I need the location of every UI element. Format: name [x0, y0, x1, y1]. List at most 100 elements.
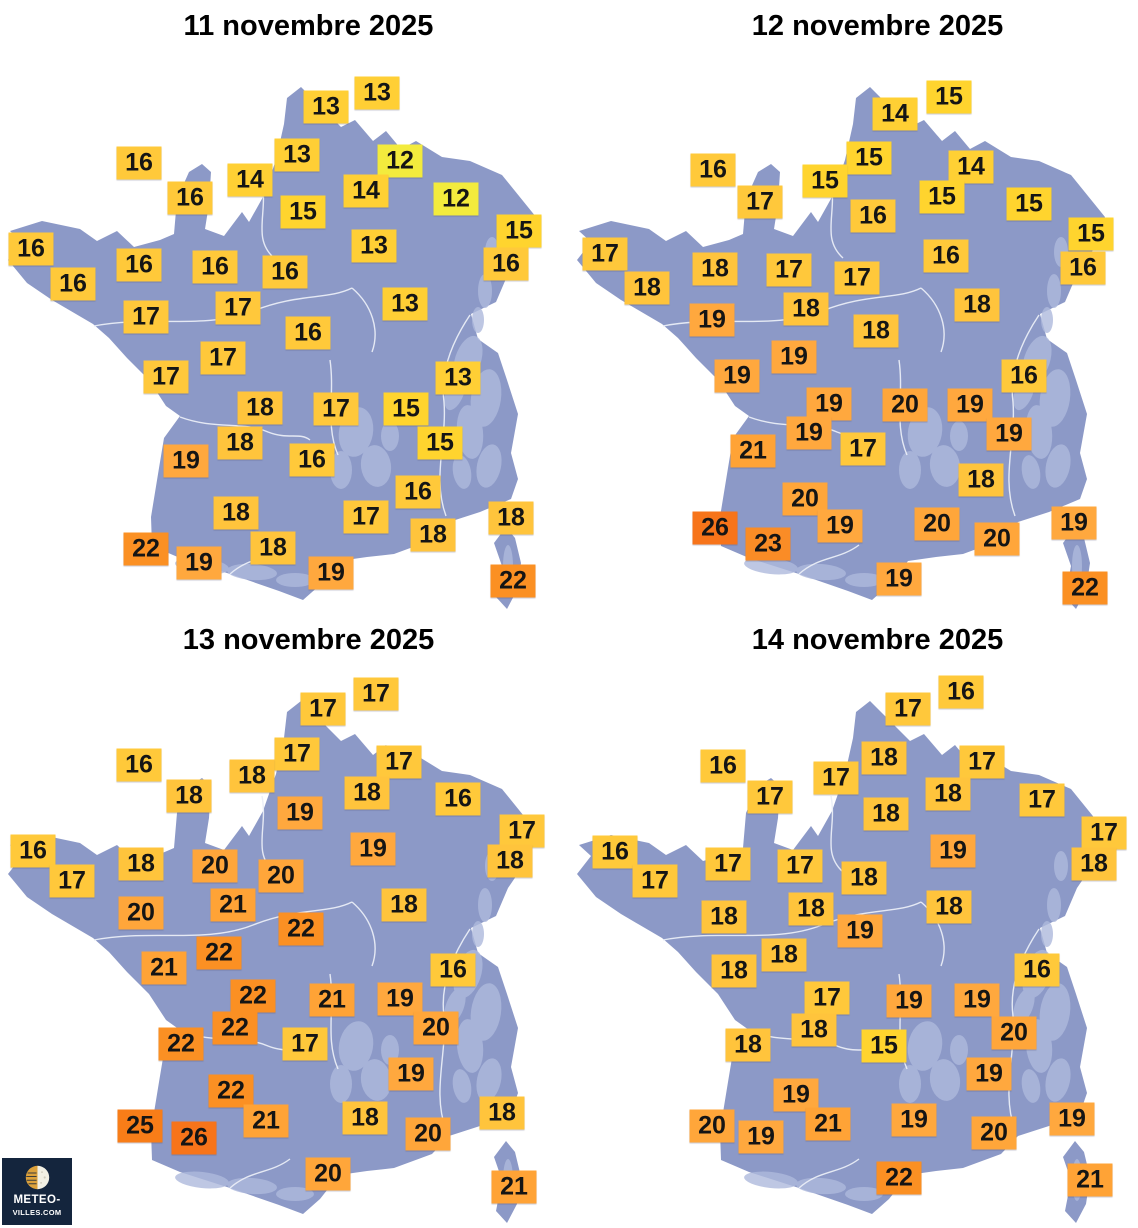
- temp-label: 16: [192, 250, 238, 284]
- temp-label: 17: [813, 761, 859, 795]
- temp-label: 18: [925, 777, 971, 811]
- temp-label: 18: [958, 463, 1004, 497]
- temp-label: 18: [853, 314, 899, 348]
- temp-label: 26: [692, 511, 738, 545]
- map-title: 11 novembre 2025: [183, 10, 434, 42]
- temp-label: 17: [499, 814, 545, 848]
- temp-label: 15: [861, 1029, 907, 1063]
- temp-label: 19: [350, 832, 396, 866]
- temp-label: 15: [417, 426, 463, 460]
- map-title: 14 novembre 2025: [751, 624, 1004, 656]
- temp-label: 17: [49, 864, 95, 898]
- temp-label: 18: [410, 518, 456, 552]
- temp-label: 22: [212, 1011, 258, 1045]
- temp-label: 17: [300, 692, 346, 726]
- logo-text-line1: METEO-: [13, 1194, 61, 1206]
- temp-label: 16: [483, 247, 529, 281]
- temp-label: 19: [947, 388, 993, 422]
- temp-label: 18: [213, 496, 259, 530]
- temp-label: 15: [280, 195, 326, 229]
- temp-label: 18: [701, 900, 747, 934]
- temp-label: 22: [196, 936, 242, 970]
- temp-label: 23: [745, 527, 791, 561]
- temp-label: 19: [817, 509, 863, 543]
- temp-label: 20: [914, 507, 960, 541]
- temp-label: 17: [123, 300, 169, 334]
- temp-label: 17: [804, 981, 850, 1015]
- temp-label: 17: [705, 847, 751, 881]
- temp-label: 14: [227, 163, 273, 197]
- temp-label: 18: [841, 861, 887, 895]
- temp-label: 22: [123, 532, 169, 566]
- temp-label: 19: [786, 416, 832, 450]
- temp-label: 17: [215, 291, 261, 325]
- temp-label: 18: [217, 426, 263, 460]
- temp-label: 18: [118, 847, 164, 881]
- temp-label: 19: [689, 303, 735, 337]
- temp-label: 17: [282, 1027, 328, 1061]
- temp-label: 22: [208, 1074, 254, 1108]
- map-title: 12 novembre 2025: [751, 10, 1004, 42]
- logo-text-line2: VILLES.COM: [12, 1207, 62, 1217]
- temp-label: 17: [200, 341, 246, 375]
- temp-label: 21: [210, 888, 256, 922]
- temp-label: 20: [689, 1109, 735, 1143]
- temp-label: 15: [846, 141, 892, 175]
- temp-label: 16: [435, 782, 481, 816]
- temp-label: 19: [773, 1078, 819, 1112]
- temp-label: 17: [766, 253, 812, 287]
- temp-label: 21: [243, 1104, 289, 1138]
- temp-label: 21: [491, 1170, 537, 1204]
- temp-label: 16: [116, 248, 162, 282]
- temp-label: 18: [487, 844, 533, 878]
- map-panel-13-nov: 13 novembre 2025 17 17 17 16 18 17 18 18 16 19 17 1…: [0, 614, 569, 1228]
- temp-label: 18: [863, 797, 909, 831]
- temp-label: 15: [1068, 217, 1114, 251]
- temp-label: 19: [966, 1057, 1012, 1091]
- temp-label: 19: [806, 387, 852, 421]
- temp-label: 18: [250, 531, 296, 565]
- temp-label: 22: [230, 979, 276, 1013]
- temp-label: 17: [840, 432, 886, 466]
- temp-label: 20: [305, 1157, 351, 1191]
- temp-label: 16: [116, 748, 162, 782]
- temp-label: 16: [116, 146, 162, 180]
- temp-label: 19: [308, 556, 354, 590]
- temp-label: 14: [343, 174, 389, 208]
- temp-label: 16: [1001, 359, 1047, 393]
- sun-moon-icon: [25, 1165, 49, 1190]
- map-panel-12-nov: 12 novembre 2025 15 14 16 15 15 14 17 15 15 16 15 1…: [569, 0, 1138, 614]
- temp-label: 19: [954, 983, 1000, 1017]
- temp-label: 20: [413, 1011, 459, 1045]
- temp-label: 17: [1019, 783, 1065, 817]
- temp-label: 18: [926, 890, 972, 924]
- temp-label: 16: [923, 239, 969, 273]
- temp-label: 17: [777, 849, 823, 883]
- temp-label: 20: [192, 849, 238, 883]
- temp-label: 18: [788, 892, 834, 926]
- temp-label: 16: [938, 675, 984, 709]
- temp-label: 16: [10, 834, 56, 868]
- temp-label: 20: [405, 1117, 451, 1151]
- temp-label: 15: [1006, 187, 1052, 221]
- temp-label: 15: [926, 80, 972, 114]
- temp-label: 16: [285, 316, 331, 350]
- temp-label: 19: [837, 914, 883, 948]
- temp-label: 13: [382, 287, 428, 321]
- temp-label: 19: [176, 546, 222, 580]
- temp-label: 18: [791, 1013, 837, 1047]
- temp-label: 22: [876, 1161, 922, 1195]
- temp-label: 16: [50, 267, 96, 301]
- temp-label: 17: [959, 745, 1005, 779]
- temp-label: 22: [490, 564, 536, 598]
- temp-label: 16: [850, 199, 896, 233]
- temp-label: 17: [313, 392, 359, 426]
- temp-label: 18: [166, 779, 212, 813]
- temp-label: 19: [738, 1120, 784, 1154]
- temp-label: 21: [730, 434, 776, 468]
- temp-label: 17: [747, 780, 793, 814]
- temp-label: 18: [1071, 847, 1117, 881]
- temp-label: 22: [278, 912, 324, 946]
- temp-label: 21: [141, 951, 187, 985]
